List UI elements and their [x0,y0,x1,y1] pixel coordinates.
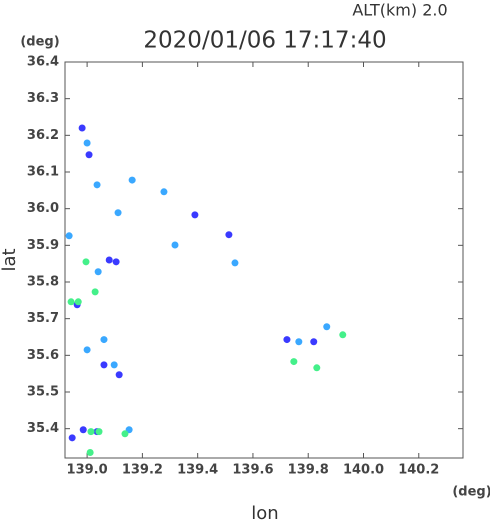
x-unit: (deg) [452,485,490,500]
echo-cell [86,449,94,456]
y-tick-label: 36.3 [27,91,59,106]
y-tick-label: 35.6 [27,348,59,363]
x-axis-label: lon [251,503,278,521]
echo-cell [160,188,168,196]
echo-cell [128,176,136,184]
echo-cell [105,256,113,264]
echo-cell [290,358,298,366]
x-tick-label: 139.4 [177,463,218,478]
y-tick-label: 36.4 [27,55,59,70]
echo-cell [112,258,120,266]
echo-cell [85,151,93,159]
echo-cell [65,232,73,240]
y-tick-label: 35.5 [27,385,59,400]
y-tick-label: 36.0 [27,201,59,216]
echo-cell [78,124,86,132]
y-tick-label: 35.8 [27,275,59,290]
echo-cell [68,434,76,442]
echo-cell [100,336,108,344]
echo-cell [313,364,321,372]
echo-cell [100,361,108,369]
echo-cell [115,371,123,379]
echo-cell [339,331,347,339]
echo-cell [79,426,87,434]
x-tick-label: 139.2 [122,463,163,478]
chart-title: 2020/01/06 17:17:40 [143,28,386,54]
y-tick-label: 35.7 [27,311,59,326]
x-tick-label: 139.0 [67,463,108,478]
y-tick-label: 36.1 [27,165,59,180]
echo-cell [67,298,75,306]
echo-cell [82,258,90,266]
echo-cell [295,338,303,346]
echo-cell [121,430,129,438]
x-tick-label: 140.2 [398,463,439,478]
echo-cell [323,323,331,331]
x-tick-label: 139.6 [232,463,273,478]
y-axis-label: lat [0,248,20,271]
plot-frame [64,61,464,459]
y-tick-label: 36.2 [27,128,59,143]
echo-cell [110,361,118,369]
echo-cell [231,259,239,267]
echo-cell [94,268,102,276]
x-tick-label: 140.0 [343,463,384,478]
echo-cell [93,181,101,189]
echo-cell [310,338,318,346]
echo-cell [114,209,122,217]
subtitle: ALT(km) 2.0 [352,1,447,20]
echo-cell [283,336,291,344]
y-unit: (deg) [20,35,59,50]
echo-cell [83,346,91,354]
echo-cell [225,231,233,239]
x-tick-label: 139.8 [288,463,329,478]
echo-cell [87,428,95,436]
echo-cell [83,139,91,147]
echo-cell [91,288,99,296]
y-tick-label: 35.9 [27,238,59,253]
y-tick-label: 35.4 [27,421,59,436]
echo-cell [171,241,179,249]
echo-cell [191,211,199,219]
echo-cell [74,298,82,306]
echo-cell [95,428,103,436]
